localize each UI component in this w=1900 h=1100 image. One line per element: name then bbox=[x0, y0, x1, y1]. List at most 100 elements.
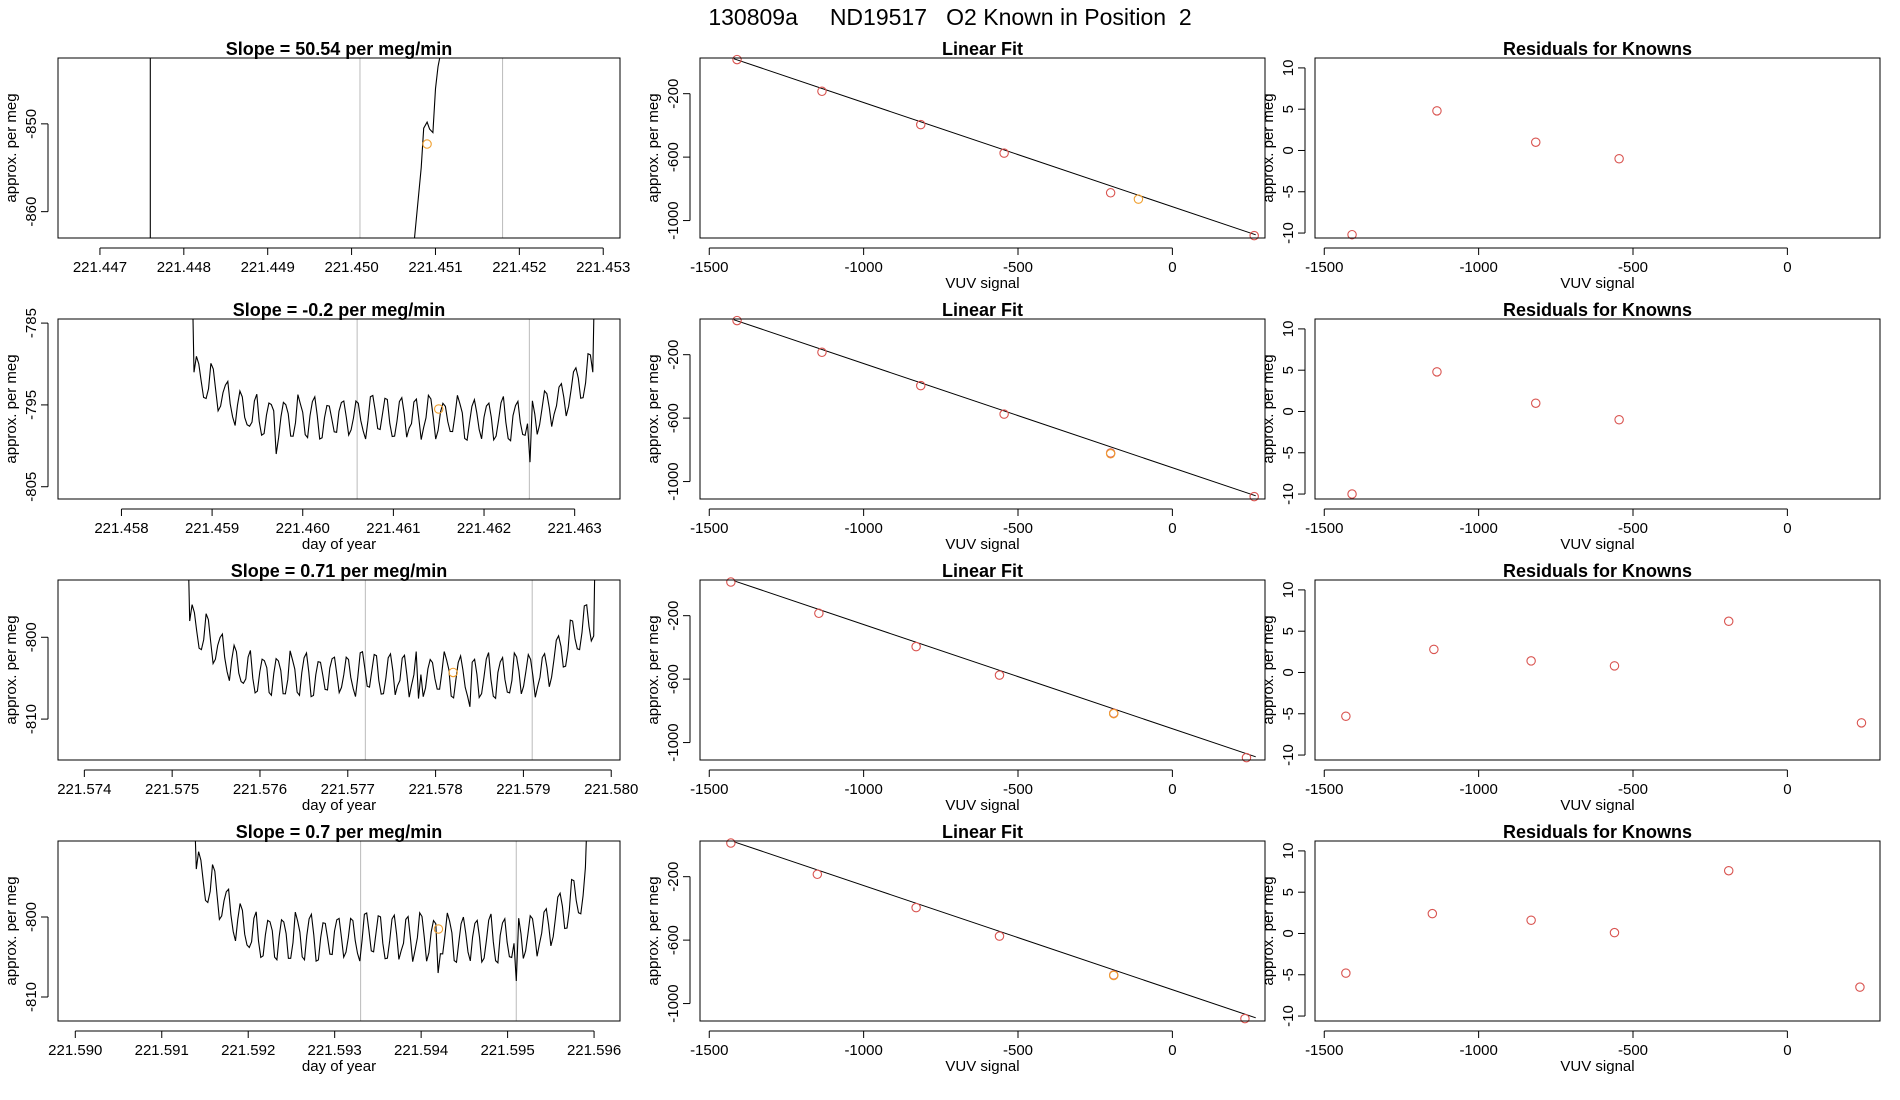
x-tick-label: -1000 bbox=[844, 1042, 882, 1059]
data-point bbox=[1429, 644, 1439, 655]
x-tick-label: 221.462 bbox=[457, 520, 511, 537]
y-tick-label: -860 bbox=[23, 197, 40, 227]
x-tick-label: 221.595 bbox=[480, 1042, 534, 1059]
panel-title: Slope = -0.2 per meg/min bbox=[233, 300, 446, 320]
x-tick-label: 221.463 bbox=[548, 520, 602, 537]
panel-timeseries-row-1: Slope = -0.2 per meg/min 221.458 221.459 22… bbox=[3, 300, 621, 553]
data-point bbox=[1249, 491, 1259, 502]
y-tick-label: 10 bbox=[1280, 582, 1297, 599]
y-axis-label: approx. per meg bbox=[3, 93, 20, 202]
x-tick-label: 221.580 bbox=[584, 781, 638, 798]
plot-frame bbox=[57, 57, 621, 239]
x-tick-label: 221.458 bbox=[94, 520, 148, 537]
x-tick-label: 0 bbox=[1168, 1042, 1176, 1059]
x-tick-label: -1500 bbox=[690, 781, 728, 798]
data-point bbox=[1133, 194, 1144, 204]
panel-fit-row-1: Linear Fit -1500 -1000 -500 0 VUV signal -200 -… bbox=[645, 300, 1266, 553]
x-tick-label: 0 bbox=[1168, 259, 1176, 276]
data-point bbox=[916, 380, 926, 391]
panel-title: Slope = 0.71 per meg/min bbox=[231, 561, 448, 581]
x-tick-label: -500 bbox=[1618, 259, 1648, 276]
data-point bbox=[994, 931, 1005, 941]
x-tick-label: 0 bbox=[1783, 1042, 1791, 1059]
data-point bbox=[1108, 970, 1119, 981]
plot-frame bbox=[1314, 318, 1881, 500]
x-tick-label: -500 bbox=[1003, 1042, 1033, 1059]
x-tick-label: 0 bbox=[1783, 259, 1791, 276]
y-tick-label: -805 bbox=[23, 472, 40, 502]
series-line bbox=[413, 58, 441, 238]
y-tick-label: -5 bbox=[1280, 185, 1297, 198]
x-tick-label: -1000 bbox=[844, 259, 882, 276]
data-point bbox=[1347, 489, 1357, 499]
data-point bbox=[1347, 229, 1357, 240]
panel-fit-row-2: Linear Fit -1500 -1000 -500 0 VUV signal -200 -… bbox=[645, 561, 1266, 814]
panel-residuals-row-0: Residuals for Knowns -1500 -1000 -500 0 VUV s… bbox=[1260, 39, 1881, 292]
data-point bbox=[999, 409, 1009, 419]
x-tick-label: 221.451 bbox=[408, 259, 462, 276]
y-tick-label: -800 bbox=[23, 622, 40, 652]
panel-title: Slope = 0.7 per meg/min bbox=[236, 822, 443, 842]
x-tick-label: 221.575 bbox=[145, 781, 199, 798]
y-tick-label: -810 bbox=[23, 704, 40, 734]
panel-title: Linear Fit bbox=[942, 822, 1023, 842]
data-point bbox=[1723, 616, 1734, 627]
data-point bbox=[422, 139, 432, 149]
x-tick-label: -500 bbox=[1618, 781, 1648, 798]
data-point bbox=[1427, 908, 1438, 919]
fit-line bbox=[733, 841, 1256, 1019]
y-tick-label: 10 bbox=[1280, 843, 1297, 860]
y-tick-label: -5 bbox=[1280, 707, 1297, 720]
data-point bbox=[814, 608, 824, 619]
y-tick-label: -600 bbox=[665, 142, 682, 172]
x-tick-label: 221.592 bbox=[221, 1042, 275, 1059]
data-point bbox=[1609, 661, 1620, 671]
data-point bbox=[916, 119, 926, 130]
y-axis-label: approx. per meg bbox=[645, 93, 662, 202]
x-axis-label: VUV signal bbox=[1560, 536, 1634, 553]
data-point bbox=[1855, 982, 1865, 992]
y-tick-label: -795 bbox=[23, 390, 40, 420]
data-point bbox=[911, 902, 921, 913]
data-point bbox=[1531, 137, 1541, 147]
panel-title: Residuals for Knowns bbox=[1503, 300, 1692, 320]
data-point bbox=[817, 347, 827, 358]
x-tick-label: 221.591 bbox=[135, 1042, 189, 1059]
y-axis-label: approx. per meg bbox=[1260, 876, 1277, 985]
y-tick-label: -10 bbox=[1280, 744, 1297, 766]
x-tick-label: -1500 bbox=[1305, 1042, 1343, 1059]
x-tick-label: 221.594 bbox=[394, 1042, 448, 1059]
y-tick-label: 5 bbox=[1280, 105, 1297, 113]
data-point bbox=[1526, 915, 1536, 926]
panel-timeseries-row-2: Slope = 0.71 per meg/min 221.574 221.575 22… bbox=[3, 561, 638, 814]
y-tick-label: -785 bbox=[23, 308, 40, 338]
panel-title: Slope = 50.54 per meg/min bbox=[226, 39, 453, 59]
data-point bbox=[726, 838, 736, 848]
x-tick-label: 221.450 bbox=[324, 259, 378, 276]
y-axis-label: approx. per meg bbox=[1260, 615, 1277, 724]
data-point bbox=[1249, 230, 1259, 241]
y-tick-label: -1000 bbox=[665, 462, 682, 500]
y-tick-label: -200 bbox=[665, 862, 682, 892]
data-point bbox=[1240, 1013, 1250, 1024]
x-tick-label: -1000 bbox=[1459, 520, 1497, 537]
x-axis-label: VUV signal bbox=[945, 797, 1019, 814]
data-point bbox=[732, 315, 742, 326]
x-tick-label: -1500 bbox=[690, 520, 728, 537]
x-tick-label: 221.576 bbox=[233, 781, 287, 798]
x-tick-label: 221.460 bbox=[276, 520, 330, 537]
x-tick-label: -1000 bbox=[844, 520, 882, 537]
x-tick-label: 221.447 bbox=[73, 259, 127, 276]
y-tick-label: 0 bbox=[1280, 407, 1297, 415]
y-axis-label: approx. per meg bbox=[645, 354, 662, 463]
y-axis-label: approx. per meg bbox=[3, 615, 20, 724]
x-tick-label: 221.449 bbox=[241, 259, 295, 276]
data-point bbox=[1432, 367, 1442, 377]
x-tick-label: 0 bbox=[1783, 520, 1791, 537]
panel-title: Linear Fit bbox=[942, 39, 1023, 59]
data-point bbox=[1241, 752, 1252, 763]
plot-frame bbox=[57, 318, 621, 500]
x-tick-label: -500 bbox=[1618, 1042, 1648, 1059]
plot-frame bbox=[1314, 57, 1881, 239]
